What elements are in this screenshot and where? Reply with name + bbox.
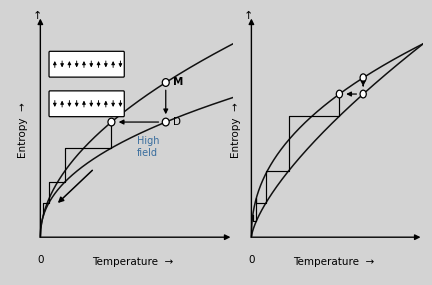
Text: High
field: High field [137,136,159,158]
Circle shape [162,79,169,86]
Text: 0: 0 [37,255,44,265]
FancyBboxPatch shape [49,51,124,77]
Text: 0: 0 [248,255,254,265]
Text: Temperature  →: Temperature → [293,256,375,266]
Circle shape [360,74,366,82]
Circle shape [360,90,366,98]
Text: ↑: ↑ [33,11,42,21]
Text: D: D [172,117,181,127]
Circle shape [162,118,169,126]
Text: Entropy  →: Entropy → [231,102,241,158]
Text: ↑: ↑ [244,11,254,21]
Text: Temperature  →: Temperature → [92,256,174,266]
FancyBboxPatch shape [49,91,124,117]
Circle shape [108,118,115,126]
Text: Low
field: Low field [64,54,85,76]
Text: M: M [172,78,183,87]
Circle shape [336,90,343,98]
Text: Entropy  →: Entropy → [18,102,28,158]
